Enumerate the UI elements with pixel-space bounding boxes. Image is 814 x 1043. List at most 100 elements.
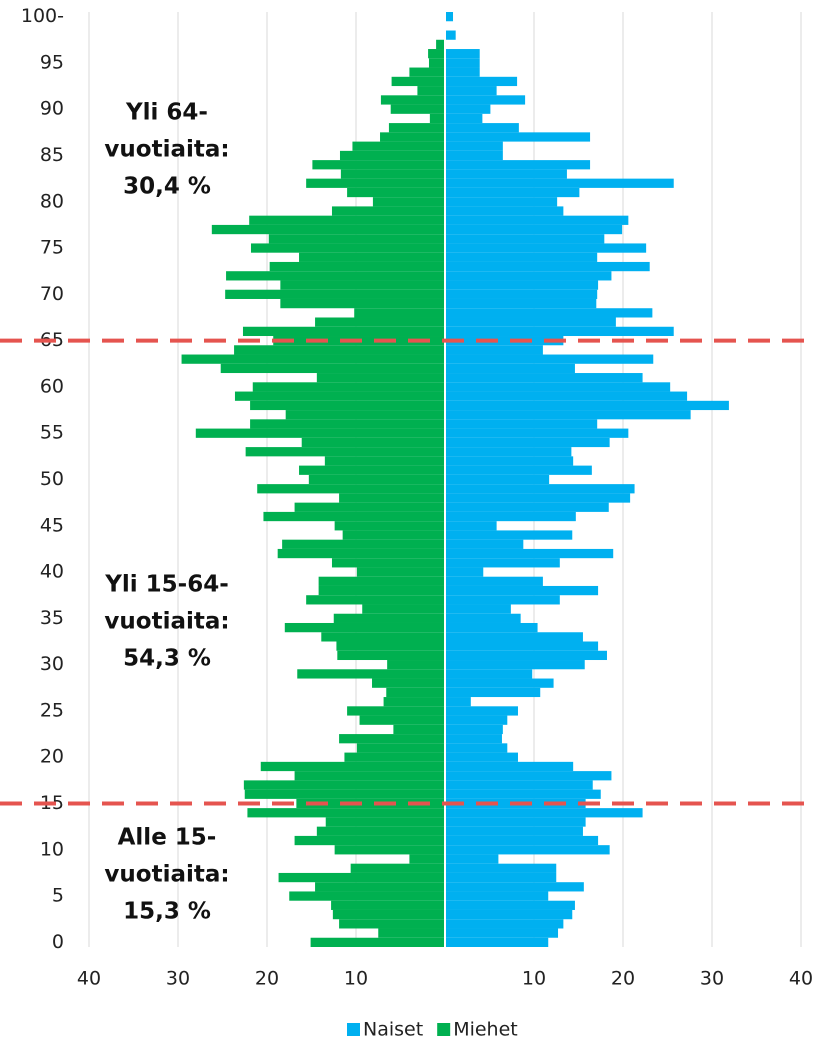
bar xyxy=(356,743,445,753)
bar xyxy=(445,261,650,272)
bar xyxy=(245,447,445,457)
y-tick-label: 25 xyxy=(40,699,64,721)
bar xyxy=(445,289,598,299)
bar xyxy=(334,845,445,855)
bar xyxy=(277,548,445,559)
bar xyxy=(445,243,647,253)
bar xyxy=(347,706,445,716)
bar xyxy=(445,252,598,262)
y-tick-label: 90 xyxy=(40,98,64,120)
bar xyxy=(445,548,614,559)
bar xyxy=(445,835,599,846)
bar xyxy=(445,326,674,337)
bar xyxy=(445,12,454,22)
bar xyxy=(445,391,688,401)
bar xyxy=(339,919,445,929)
bar xyxy=(250,243,445,253)
bar xyxy=(445,104,491,114)
bar xyxy=(445,817,586,827)
y-tick-label: 70 xyxy=(40,283,64,305)
bar xyxy=(445,474,550,485)
bar xyxy=(436,39,445,50)
bar xyxy=(445,419,598,429)
bar xyxy=(445,160,591,170)
bar xyxy=(445,30,456,40)
bar xyxy=(316,373,445,383)
bar xyxy=(268,234,445,244)
bar xyxy=(234,391,445,401)
bar xyxy=(260,761,445,772)
legend-label: Miehet xyxy=(453,1019,518,1041)
bar xyxy=(301,437,445,448)
bar xyxy=(388,123,445,133)
bar xyxy=(445,76,518,87)
bar xyxy=(242,326,445,337)
bar xyxy=(324,456,445,466)
bar xyxy=(445,400,729,411)
bar xyxy=(445,271,612,281)
bar xyxy=(294,771,445,781)
x-tick-label: 20 xyxy=(611,968,635,990)
bar xyxy=(445,724,503,735)
annotation: vuotiaita: xyxy=(104,862,229,888)
x-tick-label: 30 xyxy=(166,968,190,990)
bar xyxy=(445,660,585,670)
x-tick-label: 30 xyxy=(700,968,724,990)
bar xyxy=(362,604,445,614)
bar xyxy=(445,826,583,836)
bar xyxy=(445,641,599,651)
bar xyxy=(445,58,480,68)
bar xyxy=(378,928,445,938)
y-tick-label: 95 xyxy=(40,51,64,73)
bar xyxy=(445,224,623,235)
y-tick-label: 60 xyxy=(40,375,64,397)
bar xyxy=(445,354,654,364)
x-tick-label: 10 xyxy=(344,968,368,990)
bar xyxy=(445,808,643,818)
bar xyxy=(445,863,557,873)
bar xyxy=(380,95,445,105)
annotation: Yli 64- xyxy=(125,100,208,126)
bar xyxy=(299,252,445,262)
bar xyxy=(445,141,503,151)
annotation: Alle 15- xyxy=(118,825,217,851)
bar xyxy=(445,706,518,716)
bar xyxy=(445,882,584,892)
bar xyxy=(312,160,445,170)
bar xyxy=(445,909,573,920)
bar xyxy=(321,632,445,642)
bar xyxy=(289,891,445,901)
bar xyxy=(244,789,445,799)
bar xyxy=(263,511,445,522)
bar xyxy=(445,465,592,475)
y-tick-label: 30 xyxy=(40,653,64,675)
bar xyxy=(339,150,445,161)
bar xyxy=(445,854,499,864)
y-tick-label: 55 xyxy=(40,422,64,444)
annotation: 54,3 % xyxy=(123,646,211,672)
bar xyxy=(386,687,445,698)
annotation: Yli 15-64- xyxy=(104,572,229,598)
bar xyxy=(445,336,564,346)
bar xyxy=(380,132,445,142)
bar xyxy=(445,95,526,105)
bar xyxy=(339,734,445,744)
bar xyxy=(318,585,445,596)
bar xyxy=(445,511,576,522)
bar xyxy=(211,224,445,235)
y-tick-label: 100- xyxy=(21,5,64,27)
bar xyxy=(359,715,445,725)
bar xyxy=(315,317,445,327)
bar xyxy=(445,113,483,124)
bar xyxy=(445,595,560,605)
legend-swatch xyxy=(347,1023,360,1036)
bar xyxy=(339,493,445,503)
bar xyxy=(445,891,549,901)
bar xyxy=(445,484,635,494)
legend-label: Naiset xyxy=(363,1019,423,1041)
bar xyxy=(445,576,543,586)
bar xyxy=(445,789,601,799)
bar xyxy=(257,484,445,494)
bar xyxy=(243,780,445,790)
bar xyxy=(445,67,480,77)
